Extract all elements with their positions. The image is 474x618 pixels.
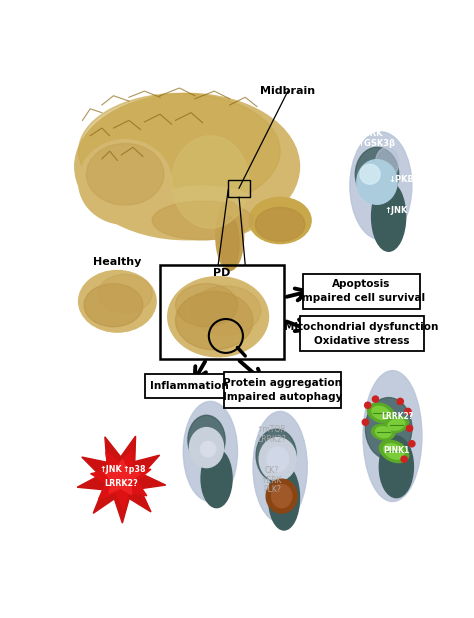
Ellipse shape <box>255 208 305 241</box>
Ellipse shape <box>272 485 292 507</box>
Ellipse shape <box>367 403 394 423</box>
Ellipse shape <box>372 182 406 252</box>
Ellipse shape <box>259 438 296 481</box>
Ellipse shape <box>175 284 237 327</box>
Text: PLK?: PLK? <box>263 486 281 494</box>
Ellipse shape <box>375 147 399 178</box>
Ellipse shape <box>86 143 164 205</box>
Ellipse shape <box>188 415 225 465</box>
Ellipse shape <box>372 425 395 440</box>
Ellipse shape <box>268 465 300 530</box>
Circle shape <box>365 402 371 408</box>
Ellipse shape <box>172 136 249 228</box>
Circle shape <box>397 399 403 405</box>
Ellipse shape <box>183 402 237 502</box>
Ellipse shape <box>363 371 422 502</box>
Ellipse shape <box>216 201 244 271</box>
Text: Apoptosis
Impaired cell survival: Apoptosis Impaired cell survival <box>298 279 425 303</box>
Text: ↑ERK: ↑ERK <box>357 129 383 138</box>
Ellipse shape <box>79 271 156 332</box>
Text: PINK1: PINK1 <box>383 446 410 455</box>
Text: Healthy: Healthy <box>93 256 142 266</box>
Ellipse shape <box>256 429 296 481</box>
Ellipse shape <box>372 407 390 420</box>
Ellipse shape <box>201 441 216 457</box>
Ellipse shape <box>141 186 264 240</box>
Ellipse shape <box>267 447 289 472</box>
Polygon shape <box>91 450 151 509</box>
Ellipse shape <box>266 479 297 513</box>
Ellipse shape <box>350 132 412 240</box>
Ellipse shape <box>175 291 253 350</box>
FancyBboxPatch shape <box>145 375 234 397</box>
Ellipse shape <box>379 436 413 497</box>
Ellipse shape <box>98 274 152 313</box>
Ellipse shape <box>79 140 172 224</box>
Text: ↑JNK: ↑JNK <box>385 206 408 215</box>
Text: Midbrain: Midbrain <box>260 86 315 96</box>
Ellipse shape <box>253 412 307 522</box>
Ellipse shape <box>249 197 311 243</box>
Text: Inflammation: Inflammation <box>150 381 229 391</box>
Text: PD: PD <box>213 268 231 278</box>
Text: LRRK2?: LRRK2? <box>381 412 413 421</box>
Ellipse shape <box>360 164 380 184</box>
Ellipse shape <box>152 201 253 240</box>
Ellipse shape <box>356 147 399 201</box>
Circle shape <box>405 408 411 415</box>
Text: ↑GSK3β: ↑GSK3β <box>357 139 396 148</box>
Ellipse shape <box>190 428 224 468</box>
Polygon shape <box>77 436 166 523</box>
Circle shape <box>409 441 415 447</box>
Ellipse shape <box>379 440 409 463</box>
Ellipse shape <box>220 217 239 271</box>
Circle shape <box>362 419 368 425</box>
Ellipse shape <box>191 286 261 335</box>
Text: ↑ERK: ↑ERK <box>261 476 282 485</box>
Ellipse shape <box>365 397 412 459</box>
Circle shape <box>401 456 407 462</box>
Circle shape <box>406 425 413 431</box>
Ellipse shape <box>168 277 268 357</box>
Text: ↑p38: ↑p38 <box>123 465 146 474</box>
Ellipse shape <box>388 419 405 430</box>
Circle shape <box>373 396 379 402</box>
FancyBboxPatch shape <box>300 316 423 352</box>
Text: ↑JNK: ↑JNK <box>100 465 122 474</box>
Polygon shape <box>103 459 140 494</box>
Text: ↑mTOR: ↑mTOR <box>257 425 286 434</box>
Text: LRRK2?: LRRK2? <box>257 434 286 444</box>
FancyBboxPatch shape <box>303 274 419 309</box>
Text: Mitochondrial dysfunction
Oxidative stress: Mitochondrial dysfunction Oxidative stre… <box>284 321 439 345</box>
Text: CK?: CK? <box>264 466 279 475</box>
FancyBboxPatch shape <box>224 372 341 407</box>
Ellipse shape <box>375 427 391 438</box>
Ellipse shape <box>79 93 280 209</box>
Ellipse shape <box>384 444 404 459</box>
Ellipse shape <box>201 449 232 507</box>
Ellipse shape <box>75 93 300 240</box>
Text: LRRK2?: LRRK2? <box>104 479 138 488</box>
Text: ↓PKB: ↓PKB <box>389 175 414 184</box>
Ellipse shape <box>357 159 397 205</box>
Ellipse shape <box>384 417 409 433</box>
Text: Protein aggregation
Impaired autophagy: Protein aggregation Impaired autophagy <box>223 378 342 402</box>
Ellipse shape <box>84 284 143 327</box>
